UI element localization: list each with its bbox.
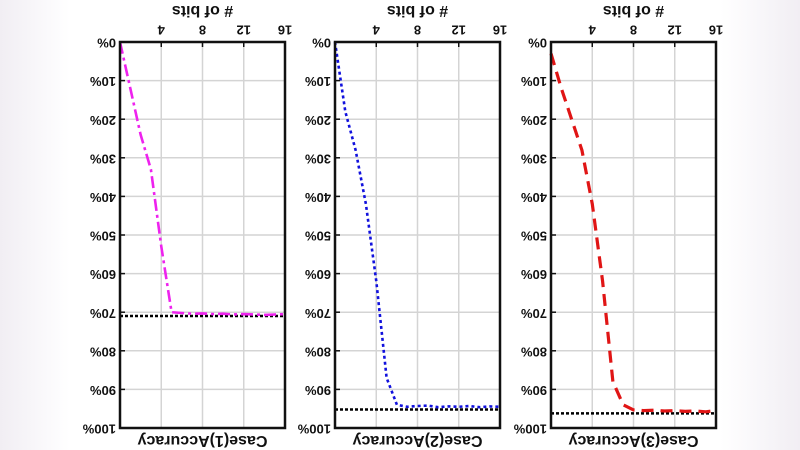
y-tick-label: 20% [305, 113, 331, 128]
y-tick-label: 30% [305, 151, 331, 166]
y-tick-label: 10% [305, 74, 331, 89]
x-tick-label: 4 [588, 23, 596, 38]
y-tick-label: 80% [521, 344, 547, 359]
y-tick-label: 60% [521, 267, 547, 282]
y-tick-label: 80% [305, 344, 331, 359]
y-tick-label: 90% [521, 383, 547, 398]
y-tick-label: 10% [90, 74, 116, 89]
y-tick-label: 0% [97, 36, 116, 51]
chart-panel-1: 0% 10% 20% 30% 40% 50% 60% 70% 80% 90% 100% 4 8 12 16 #… [82, 2, 292, 449]
left-shadow-edge [0, 0, 70, 450]
chart-panel-3: 0% 10% 20% 30% 40% 50% 60% 70% 80% 90% 100% 4 8 12 16 #… [513, 2, 723, 449]
y-tick-label: 70% [521, 306, 547, 321]
x-tick-label: 12 [668, 23, 682, 38]
x-tick-label: 4 [157, 23, 165, 38]
y-tick-label: 70% [305, 306, 331, 321]
series-line-1 [333, 41, 501, 409]
series-line-1 [118, 41, 286, 317]
x-axis-label: # of bits [387, 2, 448, 19]
x-axis-label: # of bits [172, 2, 233, 19]
y-tick-label: 0% [528, 36, 547, 51]
y-tick-label: 50% [305, 229, 331, 244]
y-tick-label: 40% [305, 190, 331, 205]
y-tick-label: 30% [521, 151, 547, 166]
y-tick-label: 100% [82, 422, 116, 437]
panel-caption: Case(1)Accuracy [137, 432, 267, 449]
panel-caption: Case(3)Accuracy [568, 432, 698, 449]
y-tick-label: 60% [305, 267, 331, 282]
y-tick-label: 90% [305, 383, 331, 398]
y-tick-label: 80% [90, 344, 116, 359]
y-tick-label: 40% [521, 190, 547, 205]
y-tick-label: 10% [521, 74, 547, 89]
y-tick-label: 20% [90, 113, 116, 128]
y-tick-label: 20% [521, 113, 547, 128]
x-axis-label: # of bits [603, 2, 664, 19]
x-tick-label: 12 [452, 23, 466, 38]
y-tick-label: 0% [312, 36, 331, 51]
x-tick-label: 8 [630, 23, 637, 38]
y-tick-label: 40% [90, 190, 116, 205]
x-tick-label: 16 [493, 23, 507, 38]
x-tick-label: 8 [414, 23, 421, 38]
y-tick-label: 60% [90, 267, 116, 282]
x-tick-label: 4 [372, 23, 380, 38]
y-tick-label: 90% [90, 383, 116, 398]
x-tick-label: 16 [278, 23, 292, 38]
y-tick-label: 30% [90, 151, 116, 166]
y-tick-label: 70% [90, 306, 116, 321]
right-shadow-edge [720, 0, 800, 450]
y-tick-label: 100% [513, 422, 547, 437]
y-tick-label: 100% [297, 422, 331, 437]
y-tick-label: 50% [521, 229, 547, 244]
series-line-1 [549, 53, 717, 414]
x-tick-label: 12 [237, 23, 251, 38]
x-tick-label: 16 [709, 23, 723, 38]
x-tick-label: 8 [199, 23, 206, 38]
chart-panel-2: 0% 10% 20% 30% 40% 50% 60% 70% 80% 90% 100% 4 8 12 16 #… [297, 2, 507, 449]
panel-caption: Case(2)Accuracy [352, 432, 482, 449]
y-tick-label: 50% [90, 229, 116, 244]
